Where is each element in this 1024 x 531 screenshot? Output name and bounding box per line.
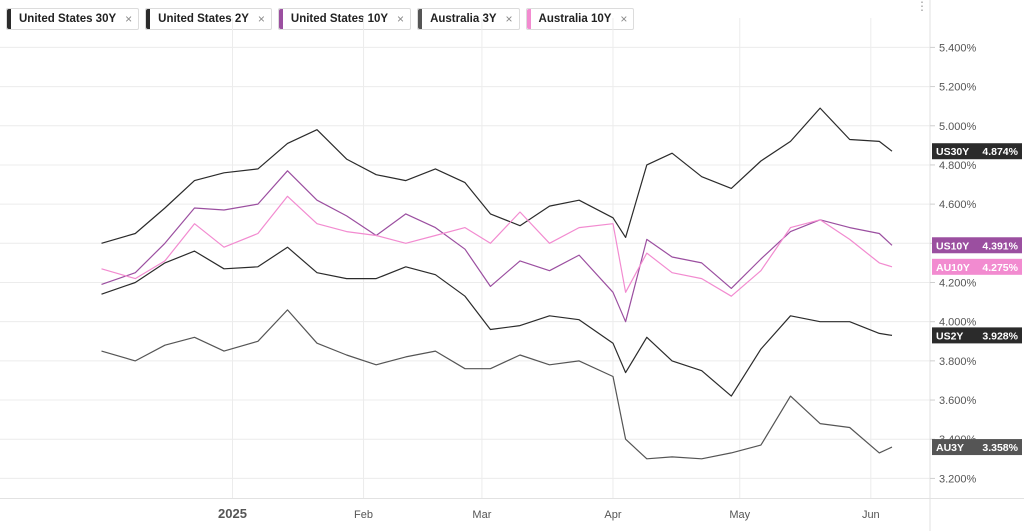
y-tick-label: 4.200%	[939, 277, 977, 289]
series-last-value: 4.874%	[982, 146, 1018, 158]
legend-color-swatch	[7, 9, 11, 29]
close-icon[interactable]: ×	[397, 12, 405, 26]
y-tick-label: 4.800%	[939, 160, 977, 172]
x-tick-label: Feb	[354, 509, 373, 521]
legend-color-swatch	[146, 9, 151, 29]
legend-chip[interactable]: United States 2Y ×	[145, 8, 272, 30]
y-tick-label: 5.000%	[939, 121, 977, 133]
x-tick-label: May	[729, 509, 750, 521]
x-axis: 2025 Feb Mar Apr May Jun	[218, 506, 880, 521]
last-value-tag: US10Y 4.391%	[932, 237, 1022, 254]
y-tick-label: 3.600%	[939, 395, 977, 407]
series-last-value: 4.275%	[982, 262, 1018, 274]
legend-label: Australia 10Y	[538, 13, 612, 25]
x-tick-label: Mar	[472, 509, 491, 521]
legend-label: Australia 3Y	[430, 13, 497, 25]
series-tag-label: AU10Y	[936, 262, 970, 274]
series-line	[101, 170, 893, 323]
close-icon[interactable]: ×	[125, 12, 133, 26]
y-tick-label: 5.200%	[939, 82, 977, 94]
close-icon[interactable]: ×	[505, 12, 513, 26]
x-tick-label: Jun	[862, 509, 880, 521]
y-tick-label: 3.200%	[939, 473, 977, 485]
last-value-tag: US30Y 4.874%	[932, 143, 1022, 160]
x-tick-label: Apr	[604, 509, 621, 521]
close-icon[interactable]: ×	[257, 12, 265, 26]
series-last-value: 4.391%	[982, 240, 1018, 252]
last-value-tag: AU10Y 4.275%	[932, 258, 1022, 275]
last-value-tag-bg	[932, 327, 1022, 344]
y-tick-label: 4.000%	[939, 317, 977, 329]
last-value-tag-bg	[932, 237, 1022, 254]
last-value-tag-bg	[932, 439, 1022, 456]
close-icon[interactable]: ×	[620, 12, 628, 26]
x-tick-label: 2025	[218, 506, 247, 521]
y-tick-label: 4.600%	[939, 199, 977, 211]
series-tag-label: US10Y	[936, 240, 969, 252]
legend-color-swatch	[278, 9, 283, 29]
legend-chip[interactable]: Australia 10Y ×	[525, 8, 635, 30]
legend-label: United States 30Y	[19, 13, 117, 25]
last-value-tag: AU3Y 3.358%	[932, 439, 1022, 456]
y-tick-label: 3.800%	[939, 356, 977, 368]
series-tag-label: AU3Y	[936, 442, 964, 454]
series-line	[101, 246, 893, 397]
legend-label: United States 2Y	[158, 13, 249, 25]
series-tag-label: US2Y	[936, 330, 963, 342]
last-value-tags: US30Y 4.874% US10Y 4.391% AU10Y 4.275% US2Y 3.9…	[932, 143, 1022, 456]
last-value-tag-bg	[932, 258, 1022, 275]
series-line	[101, 195, 893, 297]
series-lines	[101, 107, 893, 460]
last-value-tag-bg	[932, 143, 1022, 160]
series-last-value: 3.928%	[982, 330, 1018, 342]
legend-color-swatch	[418, 9, 423, 29]
series-line	[101, 309, 893, 460]
legend-chip[interactable]: United States 10Y ×	[277, 8, 412, 30]
legend-color-swatch	[526, 9, 531, 29]
legend-chip[interactable]: United States 30Y ×	[6, 8, 140, 30]
legend: United States 30Y × United States 2Y × Unite…	[6, 8, 635, 32]
series-last-value: 3.358%	[982, 442, 1018, 454]
series-tag-label: US30Y	[936, 146, 969, 158]
last-value-tag: US2Y 3.928%	[932, 327, 1022, 344]
series-line	[101, 107, 893, 244]
legend-chip[interactable]: Australia 3Y ×	[417, 8, 520, 30]
y-tick-label: 5.400%	[939, 42, 977, 54]
